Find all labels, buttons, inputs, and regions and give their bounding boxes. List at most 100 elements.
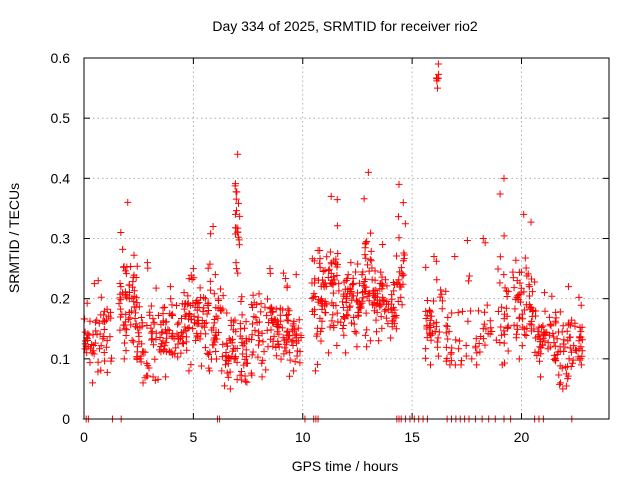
data-point [516,279,524,287]
data-point [86,317,94,325]
y-axis-label: SRMTID / TECUs [6,183,22,293]
data-point [237,297,245,305]
data-point [391,320,399,328]
data-point [184,292,192,300]
data-point [575,293,583,301]
data-point [212,304,220,312]
data-point [182,333,190,341]
data-point [106,333,114,341]
data-point [363,343,371,351]
data-point [186,302,194,310]
data-point [274,340,282,348]
grid-lines [84,58,609,419]
data-point [428,312,436,320]
data-point [241,372,249,380]
data-point [519,323,527,331]
x-tick-label: 5 [189,429,197,445]
data-point [496,190,504,198]
data-point [116,326,124,334]
data-point [384,320,392,328]
data-point [97,366,105,374]
data-point [367,229,375,237]
data-point [143,259,151,267]
data-point [550,351,558,359]
data-point [366,256,374,264]
data-point [435,328,443,336]
data-point [432,257,440,265]
data-point [310,279,318,287]
data-point [350,314,358,322]
data-point [125,281,133,289]
data-point [479,235,487,242]
data-point [272,305,280,313]
data-point [137,358,145,366]
data-point [496,339,504,347]
data-point [562,363,570,371]
data-point [551,342,559,350]
data-point [138,340,146,348]
data-point [285,307,293,315]
data-point [249,291,257,299]
data-point [334,318,342,326]
data-point [197,362,205,370]
data-point [121,288,129,296]
data-point [540,329,548,337]
data-point [442,287,450,295]
data-point [166,310,174,318]
data-point [252,314,260,322]
data-point [465,272,473,280]
data-point [310,311,318,319]
data-point [83,335,91,343]
data-point [574,353,582,361]
data-point [501,330,509,338]
data-point [392,325,400,333]
data-point [205,350,213,358]
data-point [183,300,191,308]
data-point [120,355,128,363]
data-point [167,311,175,319]
data-point [229,326,237,334]
data-point [340,331,348,339]
data-point [131,314,139,322]
data-point [559,385,567,393]
data-point [283,316,291,324]
data-point [565,355,573,363]
data-point [321,266,329,274]
data-point [492,336,500,344]
data-point [145,364,153,372]
data-point [554,348,562,356]
data-point [334,261,342,269]
data-point [555,371,563,379]
data-point [481,239,489,247]
data-point [255,318,263,326]
data-point [224,373,232,381]
data-point [223,369,231,377]
data-point [310,257,318,265]
data-point [83,299,91,307]
data-point [181,312,189,320]
data-point [378,281,386,289]
data-point [446,361,454,369]
data-point [242,377,250,385]
data-point [356,300,364,308]
data-point [371,267,379,275]
data-point [122,318,130,326]
data-point [500,327,508,335]
data-point [509,268,517,276]
data-point [448,309,456,317]
data-point [339,312,347,320]
data-point [462,352,470,360]
data-point [128,336,136,344]
data-point [135,303,143,311]
data-point [248,303,256,311]
data-point [488,328,496,336]
data-point [577,328,585,336]
data-point [400,271,408,279]
data-point [344,312,352,320]
data-point [528,275,536,283]
data-point [116,290,124,298]
data-point [97,293,105,301]
data-point [575,337,583,345]
data-point [352,268,360,276]
data-point [568,316,576,324]
